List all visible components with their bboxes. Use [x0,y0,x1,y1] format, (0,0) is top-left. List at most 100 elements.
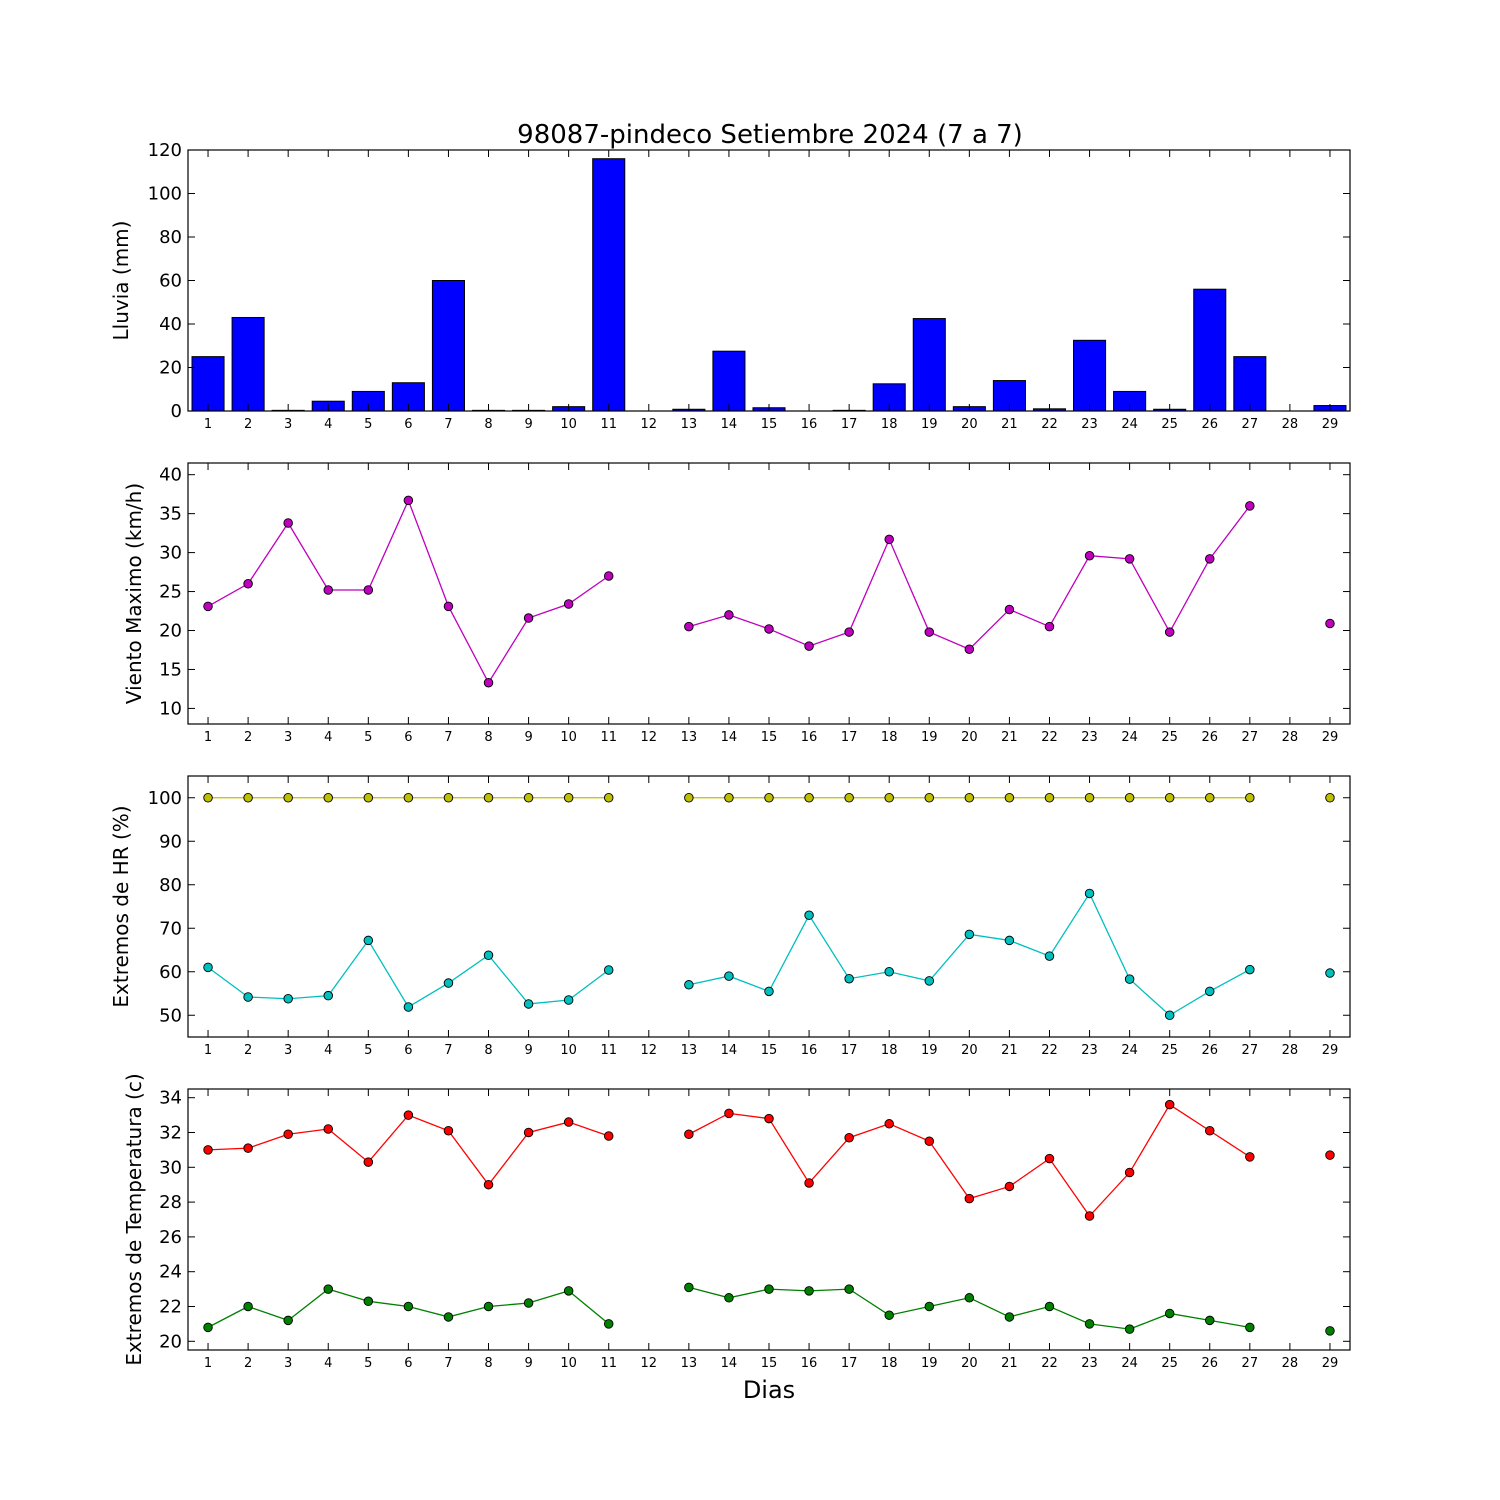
x-tick-label: 18 [881,1356,898,1371]
data-point-day-24 [1124,1324,1135,1334]
x-tick-label: 23 [1081,1356,1098,1371]
x-tick-label: 24 [1121,1356,1138,1371]
data-point-day-18 [884,1119,894,1129]
x-tick-label: 26 [1201,1043,1218,1058]
x-tick-label: 10 [560,730,577,745]
x-tick-label: 27 [1242,1043,1259,1058]
x-tick-label: 20 [961,1356,978,1371]
data-point-day-15 [764,1284,774,1294]
data-point-day-23 [1084,1211,1095,1221]
x-tick-label: 8 [484,1043,492,1058]
x-tick-label: 26 [1201,417,1218,432]
x-tick-label: 24 [1121,1043,1138,1058]
x-tick-label: 3 [284,1043,292,1058]
data-point-day-16 [804,793,814,803]
data-point-day-25 [1164,793,1175,803]
data-point-day-26 [1205,554,1215,564]
x-tick-label: 16 [801,730,818,745]
data-point-day-23 [1084,888,1095,899]
x-tick-label: 3 [284,417,292,432]
y-tick-label: 100 [148,788,182,809]
x-tick-label: 18 [881,417,898,432]
data-point-day-14 [724,1108,734,1119]
x-tick-label: 28 [1282,1043,1299,1058]
data-point-day-3 [283,793,293,803]
data-point-day-19 [924,627,935,637]
y-tick-label: 40 [159,465,182,486]
x-tick-label: 12 [641,417,658,432]
data-point-day-2 [243,793,253,803]
x-tick-label: 26 [1201,1356,1218,1371]
rain-bar-day-23 [1073,339,1107,412]
x-tick-label: 11 [600,417,617,432]
data-point-day-4 [323,1284,333,1294]
data-point-day-16 [804,641,814,651]
data-point-day-15 [764,1113,774,1124]
data-point-day-6 [403,1301,414,1312]
data-point-day-8 [483,950,494,960]
x-tick-label: 5 [364,417,372,432]
data-point-day-18 [884,793,894,803]
x-tick-label: 7 [444,1356,452,1371]
data-point-day-9 [523,1298,534,1308]
rain-bar-day-7 [431,280,465,412]
data-point-day-16 [804,1178,814,1188]
x-tick-label: 5 [364,1356,372,1371]
x-tick-label: 20 [961,1043,978,1058]
data-point-day-16 [804,1286,814,1296]
data-point-day-5 [363,585,374,595]
data-point-day-8 [483,1179,494,1190]
x-tick-label: 9 [524,1356,532,1371]
data-point-day-29 [1325,618,1335,629]
y-tick-label: 50 [159,1005,182,1026]
x-tick-label: 27 [1242,730,1259,745]
x-tick-label: 16 [801,1356,818,1371]
data-point-day-25 [1164,627,1175,637]
x-tick-label: 19 [921,417,938,432]
x-tick-label: 23 [1081,417,1098,432]
y-tick-label: 20 [159,1331,182,1352]
data-point-day-5 [363,1296,374,1307]
x-tick-label: 17 [841,1043,858,1058]
data-point-day-15 [764,986,774,997]
data-point-day-4 [323,585,333,595]
data-point-day-1 [203,793,213,803]
y-tick-label: 24 [159,1262,182,1283]
x-tick-label: 25 [1161,1356,1178,1371]
x-tick-label: 14 [721,730,738,745]
data-point-day-11 [603,965,614,975]
x-tick-label: 19 [921,1043,938,1058]
x-tick-label: 5 [364,1043,372,1058]
y-tick-label: 26 [159,1227,182,1248]
y-tick-label: 40 [159,314,182,335]
data-point-day-2 [243,1143,253,1153]
data-point-day-9 [523,999,534,1009]
x-tick-label: 18 [881,730,898,745]
data-point-day-10 [563,1117,574,1127]
data-point-day-15 [764,624,774,634]
x-tick-label: 13 [681,1356,698,1371]
data-point-day-6 [403,1110,414,1120]
data-point-day-27 [1245,1152,1255,1162]
x-tick-label: 25 [1161,730,1178,745]
data-point-day-20 [964,1293,975,1303]
y-tick-label: 35 [159,504,182,525]
data-point-day-6 [403,495,414,506]
data-point-day-13 [684,621,694,632]
data-point-day-24 [1124,793,1135,803]
data-point-day-24 [1124,1167,1135,1178]
y-tick-label: 32 [159,1123,182,1144]
data-point-day-4 [323,990,333,1001]
data-point-day-19 [924,1301,935,1312]
data-point-day-17 [844,1132,854,1143]
y-tick-label: 15 [159,659,182,680]
x-tick-label: 17 [841,1356,858,1371]
data-point-day-14 [724,610,734,620]
data-point-day-8 [483,677,494,688]
data-point-day-24 [1124,974,1135,984]
data-point-day-20 [964,644,975,654]
x-tick-label: 21 [1001,1356,1018,1371]
data-point-day-14 [724,1293,734,1303]
x-tick-label: 13 [681,730,698,745]
